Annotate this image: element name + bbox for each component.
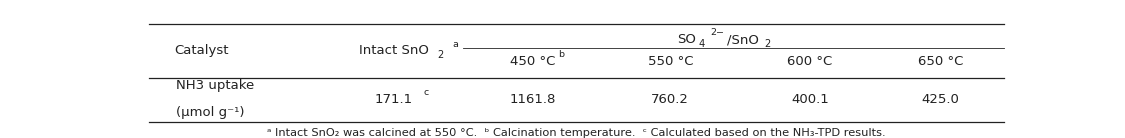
Text: 760.2: 760.2: [651, 93, 690, 106]
Text: 550 °C: 550 °C: [648, 55, 693, 68]
Text: NH3 uptake: NH3 uptake: [176, 79, 254, 92]
Text: b: b: [558, 50, 564, 59]
Text: 2−: 2−: [710, 28, 724, 37]
Text: c: c: [423, 87, 429, 96]
Text: 1161.8: 1161.8: [510, 93, 556, 106]
Text: SO: SO: [677, 33, 695, 47]
Text: 400.1: 400.1: [791, 93, 829, 106]
Text: a: a: [452, 40, 458, 49]
Text: 425.0: 425.0: [921, 93, 960, 106]
Text: ᵃ Intact SnO₂ was calcined at 550 °C.  ᵇ Calcination temperature.  ᶜ Calculated : ᵃ Intact SnO₂ was calcined at 550 °C. ᵇ …: [268, 128, 885, 138]
Text: 171.1: 171.1: [375, 93, 413, 106]
Text: Catalyst: Catalyst: [174, 44, 228, 57]
Text: 2: 2: [764, 39, 771, 49]
Text: Intact SnO: Intact SnO: [359, 44, 429, 57]
Text: /SnO: /SnO: [728, 33, 759, 47]
Text: 650 °C: 650 °C: [918, 55, 963, 68]
Text: 4: 4: [699, 39, 705, 49]
Text: 600 °C: 600 °C: [788, 55, 832, 68]
Text: 2: 2: [438, 50, 443, 60]
Text: (μmol g⁻¹): (μmol g⁻¹): [176, 106, 244, 119]
Text: 450 °C: 450 °C: [511, 55, 556, 68]
